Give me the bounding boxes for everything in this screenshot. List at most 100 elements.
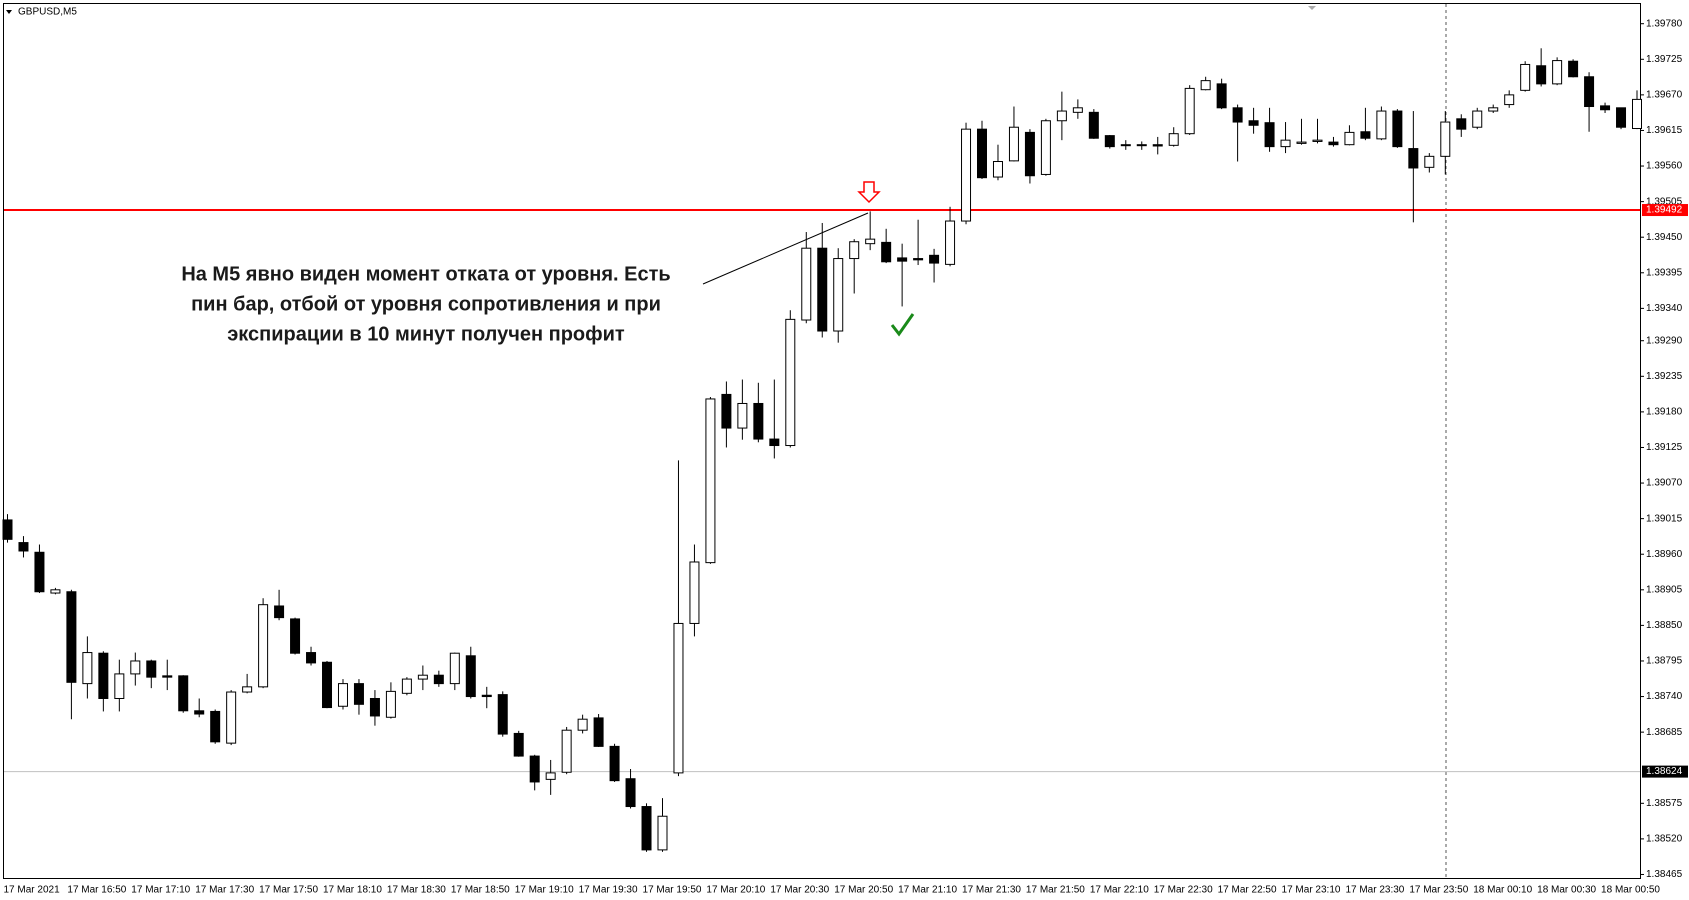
x-tick-label: 17 Mar 22:10 (1090, 885, 1149, 896)
candle-body (769, 438, 780, 447)
check-mark (890, 313, 915, 337)
x-tick-label: 17 Mar 19:30 (579, 885, 638, 896)
candle-body (849, 241, 860, 260)
x-tick-label: 17 Mar 21:50 (1026, 885, 1085, 896)
candle-body (497, 694, 508, 735)
y-tick-label: 1.39395 (1646, 267, 1683, 278)
candle-body (641, 806, 652, 851)
y-tick-label: 1.39235 (1646, 371, 1683, 382)
candle-body (657, 815, 668, 851)
candle-body (561, 729, 572, 773)
x-tick-label: 17 Mar 16:50 (67, 885, 126, 896)
candle-body (1088, 111, 1099, 139)
candle-body (1376, 110, 1387, 140)
candle-body (1504, 94, 1515, 106)
candle-body (2, 519, 13, 540)
annotation-pointer (702, 212, 869, 285)
candle-body (1440, 121, 1451, 157)
x-tick-label: 17 Mar 17:10 (131, 885, 190, 896)
annotation-line: пин бар, отбой от уровня сопротивления и… (191, 293, 661, 315)
y-tick-label: 1.38740 (1646, 691, 1683, 702)
candle-body (1184, 87, 1195, 135)
candle-body (178, 675, 189, 712)
y-tick-label: 1.39780 (1646, 18, 1683, 29)
candle-body (721, 393, 732, 429)
x-tick-label: 17 Mar 20:50 (834, 885, 893, 896)
candle-body (401, 678, 412, 694)
y-tick-label: 1.39180 (1646, 407, 1683, 418)
candle-body (801, 247, 812, 321)
candle-body (1024, 131, 1035, 177)
candle-body (1344, 131, 1355, 146)
candle-body (897, 257, 908, 262)
candle-body (1312, 139, 1323, 142)
candle-body (1552, 60, 1563, 85)
x-tick-label: 17 Mar 18:30 (387, 885, 446, 896)
menu-triangle (6, 10, 12, 14)
y-tick-label: 1.38960 (1646, 549, 1683, 560)
candle-body (433, 674, 444, 685)
candle-body (1056, 110, 1067, 122)
candle-body (865, 238, 876, 245)
level-label-box (1642, 204, 1688, 217)
candle-body (449, 652, 460, 685)
candle-body (513, 732, 524, 757)
candle-body (737, 402, 748, 429)
candle-body (146, 660, 157, 678)
candle-body (1616, 107, 1627, 128)
candle-body (1152, 144, 1163, 147)
candle-body (353, 683, 364, 705)
candle-body (1168, 133, 1179, 146)
candle-body (130, 660, 141, 675)
x-tick-label: 17 Mar 23:30 (1345, 885, 1404, 896)
candle-body (1456, 118, 1467, 130)
x-tick-label: 17 Mar 20:30 (770, 885, 829, 896)
candle-body (1280, 139, 1291, 148)
y-tick-label: 1.39015 (1646, 513, 1683, 524)
y-tick-label: 1.38520 (1646, 834, 1683, 845)
candle-body (833, 258, 844, 332)
chart-title: GBPUSD,M5 (18, 7, 77, 18)
candle-body (465, 655, 476, 698)
y-tick-label: 1.39450 (1646, 232, 1683, 243)
candle-body (1392, 110, 1403, 148)
candle-body (114, 673, 125, 699)
level-label-box (1642, 765, 1688, 778)
candle-body (1296, 141, 1307, 144)
candle-body (98, 652, 109, 699)
candle-body (1472, 110, 1483, 128)
x-tick-label: 18 Mar 00:10 (1473, 885, 1532, 896)
candle-body (1424, 155, 1435, 168)
candle-body (673, 622, 684, 774)
candle-body (1408, 148, 1419, 169)
candle-body (322, 661, 333, 709)
candle-body (689, 561, 700, 624)
x-tick-label: 18 Mar 00:50 (1601, 885, 1660, 896)
candle-body (306, 652, 317, 664)
candle-body (817, 247, 828, 332)
x-tick-label: 17 Mar 21:30 (962, 885, 1021, 896)
candle-body (274, 605, 285, 619)
candle-body (1136, 144, 1147, 147)
candle-body (385, 690, 396, 718)
candle-body (785, 318, 796, 447)
x-tick-label: 17 Mar 22:50 (1218, 885, 1277, 896)
x-tick-label: 18 Mar 00:30 (1537, 885, 1596, 896)
candle-body (1072, 107, 1083, 113)
plot-frame (3, 3, 1641, 879)
candle-body (705, 398, 716, 564)
y-tick-label: 1.39290 (1646, 335, 1683, 346)
candle-body (992, 161, 1003, 178)
candle-body (577, 718, 588, 731)
candle-body (1104, 135, 1115, 148)
x-tick-label: 17 Mar 23:50 (1409, 885, 1468, 896)
candle-body (1216, 83, 1227, 109)
candle-body (1040, 120, 1051, 175)
candle-body (913, 258, 924, 261)
candle-body (929, 254, 940, 264)
candle-body (1488, 107, 1499, 112)
candle-body (945, 220, 956, 265)
x-tick-label: 17 Mar 22:30 (1154, 885, 1213, 896)
